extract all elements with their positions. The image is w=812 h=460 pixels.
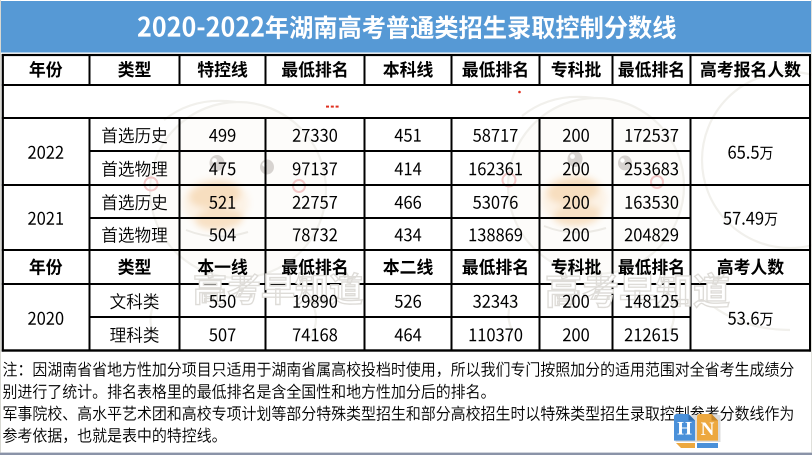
svg-text:H: H bbox=[677, 419, 692, 440]
svg-text:N: N bbox=[701, 419, 715, 440]
